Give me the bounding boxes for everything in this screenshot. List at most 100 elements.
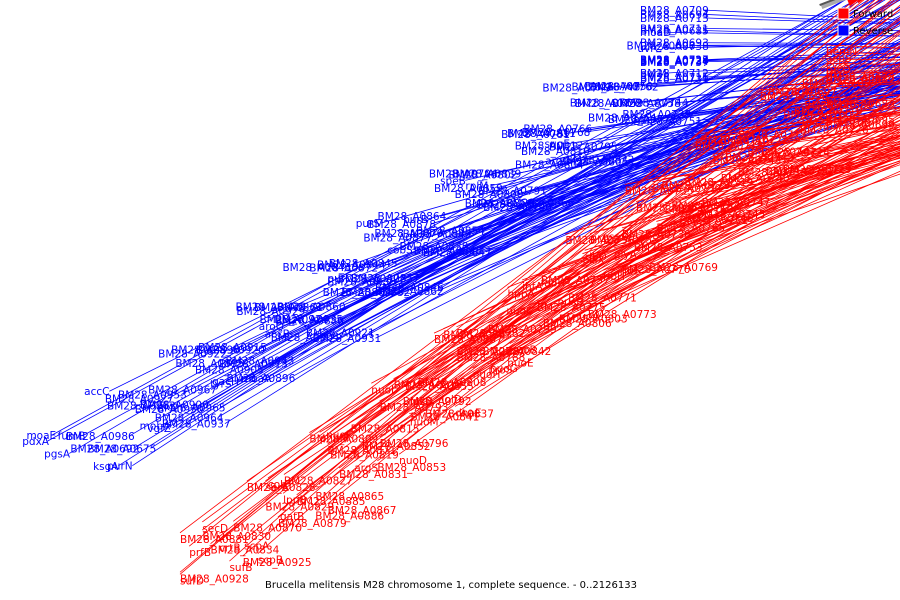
- forward-gene-label: BM28_A0841: [410, 412, 479, 424]
- reverse-gene-label: BM28_A0766: [523, 123, 592, 135]
- reverse-lead-line: [109, 0, 900, 392]
- forward-gene-label: BM28_A0928: [180, 573, 249, 585]
- forward-gene-label: BM28_A0765: [656, 222, 725, 234]
- forward-gene-label: nusB: [558, 296, 584, 308]
- reverse-gene-label: BM28_A0872: [309, 262, 378, 274]
- forward-lead-line: [489, 142, 900, 363]
- forward-lead-line: [443, 126, 900, 330]
- reverse-lead-line: [491, 82, 900, 174]
- reverse-gene-label: BM28_A0734: [640, 56, 709, 68]
- reverse-gene-label: BM28_A0696: [626, 40, 695, 52]
- reverse-gene-label: BM28_A0805: [559, 157, 628, 169]
- reverse-gene-label: BM28_A0943: [225, 355, 294, 367]
- forward-gene-label: BM28_A0669: [802, 78, 871, 90]
- forward-gene-label: BM28_A0830: [202, 531, 271, 543]
- reverse-gene-label: BM28_A0921: [306, 327, 375, 339]
- forward-gene-label: BM28_A0771: [568, 293, 637, 305]
- reverse-gene-label: BM28_A0758: [612, 98, 681, 110]
- reverse-lead-line: [224, 0, 900, 425]
- forward-gene-label: ribE: [620, 265, 641, 277]
- forward-lead-line: [188, 0, 865, 547]
- forward-gene-label: BM28_A0683: [826, 98, 895, 110]
- reverse-gene-label: BM28_A0794: [429, 169, 498, 181]
- reverse-lead-line: [164, 0, 881, 426]
- forward-gene-label: BM28_A0752: [680, 215, 749, 227]
- reverse-gene-label: BM28_A0692: [70, 443, 139, 455]
- forward-gene-label: fabH: [541, 277, 566, 289]
- reverse-lead-line: [51, 0, 846, 436]
- reverse-gene-label: BM28_A0839: [452, 169, 521, 181]
- forward-gene-label: glyA: [614, 249, 638, 261]
- forward-lead-line: [700, 110, 900, 134]
- forward-lead-line: [325, 88, 900, 429]
- forward-lead-line: [229, 0, 860, 562]
- reverse-gene-label: BM28_A0862: [375, 286, 444, 298]
- reverse-gene-label: pdxA: [22, 436, 50, 448]
- reverse-gene-label: BM28_A0849: [403, 228, 472, 240]
- reverse-gene-label: BM28_A0878: [367, 219, 436, 231]
- reverse-gene-label: accB: [265, 329, 290, 341]
- reverse-lead-line: [265, 29, 900, 379]
- reverse-gene-label: moaE: [26, 430, 56, 442]
- reverse-gene-label: cobS: [387, 244, 413, 256]
- forward-gene-label: BM28_A0799: [488, 324, 557, 336]
- forward-gene-label: nuoH: [473, 369, 501, 381]
- forward-lead-line: [327, 46, 900, 505]
- forward-gene-glyph: [847, 0, 859, 7]
- forward-lead-line: [652, 131, 900, 183]
- reverse-gene-label: BM28_A0693: [640, 38, 709, 50]
- reverse-gene-label: purB: [403, 214, 428, 226]
- forward-gene-label: proS: [489, 365, 513, 377]
- forward-lead-line: [379, 98, 900, 438]
- reverse-lead-line: [476, 103, 900, 251]
- reverse-gene-label: BM28_A0715: [640, 72, 709, 84]
- reverse-gene-label: BM28_A0900: [140, 400, 209, 412]
- reverse-gene-label: speB: [440, 175, 466, 187]
- forward-gene-label: ribH: [603, 271, 625, 283]
- forward-lead-line: [507, 151, 900, 358]
- reverse-gene-label: BM28_A0844: [317, 260, 386, 272]
- legend-label-reverse: Reverse: [853, 26, 893, 37]
- forward-gene-label: BM28_A0687: [826, 74, 895, 86]
- forward-lead-line: [454, 130, 900, 407]
- forward-gene-label: scpB: [258, 555, 283, 567]
- forward-gene-label: nuoI: [371, 384, 394, 396]
- reverse-lead-line: [568, 106, 900, 204]
- reverse-gene-label: BM28_A0804: [515, 159, 584, 171]
- reverse-gene-label: BM28_A0836: [327, 277, 396, 289]
- reverse-lead-line: [337, 62, 900, 320]
- forward-lead-line: [398, 94, 900, 455]
- forward-gene-label: nuoB: [510, 345, 537, 357]
- reverse-gene-label: BM28_A0727: [640, 55, 709, 67]
- reverse-lead-line: [219, 16, 900, 409]
- reverse-gene-label: BM28_A0768: [522, 127, 591, 139]
- reverse-lead-line: [283, 42, 900, 327]
- reverse-gene-label: moaD: [640, 27, 671, 39]
- forward-gene-label: BM28_A0698: [760, 91, 829, 103]
- reverse-gene-label: BM28_A0863: [476, 199, 545, 211]
- reverse-lead-line: [685, 88, 900, 115]
- legend-swatch-reverse: [837, 24, 850, 37]
- reverse-gene-label: BM28_A0744: [620, 97, 689, 109]
- reverse-gene-label: BM28_A0931: [312, 333, 381, 345]
- forward-gene-label: BM28_A0743: [713, 155, 782, 167]
- reverse-lead-line: [132, 0, 846, 467]
- forward-gene-label: BM28_A0733: [738, 167, 807, 179]
- forward-gene-label: BM28_A0829: [265, 502, 334, 514]
- forward-gene-label: lolD: [442, 394, 462, 406]
- reverse-gene-label: pgsA: [44, 448, 71, 460]
- reverse-gene-label: BM28_A0904: [271, 332, 340, 344]
- reverse-gene-label: BM28_A0748: [572, 82, 641, 94]
- reverse-gene-label: BM28_A0759: [575, 98, 644, 110]
- forward-gene-label: cysS: [826, 60, 850, 72]
- reverse-gene-label: BM28_A0847: [423, 247, 492, 259]
- forward-lead-line: [565, 135, 900, 235]
- forward-gene-label: BM28_A0813: [394, 380, 463, 392]
- forward-lead-line: [649, 173, 900, 262]
- reverse-gene-label: BM28_A0929: [236, 306, 305, 318]
- forward-lead-line: [404, 120, 900, 381]
- forward-gene-label: BM28_A0755: [590, 235, 659, 247]
- reverse-gene-label: BM28_A0685: [640, 26, 709, 38]
- forward-gene-label: BM28_A0796: [380, 438, 449, 450]
- forward-gene-label: sufD: [180, 575, 204, 587]
